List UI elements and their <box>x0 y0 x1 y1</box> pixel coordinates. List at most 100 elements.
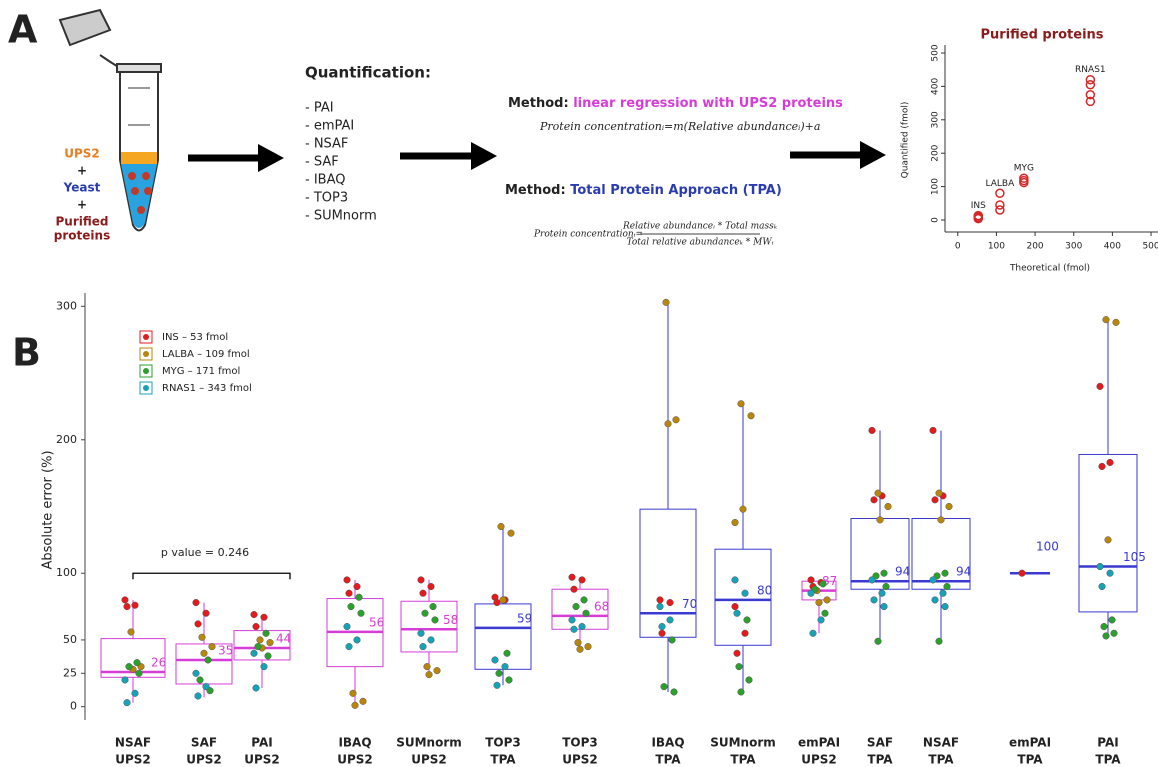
point <box>671 689 678 696</box>
point <box>506 677 513 684</box>
point <box>742 630 749 637</box>
point-label: RNAS1 <box>1075 65 1106 75</box>
point <box>422 610 429 617</box>
tube <box>60 10 161 231</box>
point <box>430 603 437 610</box>
point <box>134 659 141 666</box>
point <box>667 599 674 606</box>
point <box>667 617 674 624</box>
point <box>996 189 1004 197</box>
point <box>203 683 210 690</box>
point <box>932 597 939 604</box>
point <box>871 497 878 504</box>
point <box>734 650 741 657</box>
y-tick-label: 100 <box>56 566 77 579</box>
point <box>932 497 939 504</box>
formula: Protein concentrationᵢ=m(Relative abunda… <box>539 120 820 133</box>
method-label: Method: linear regression with UPS2 prot… <box>508 96 843 111</box>
method-prefix: Method: <box>508 96 569 111</box>
point <box>996 206 1004 214</box>
point <box>746 677 753 684</box>
point <box>494 682 501 689</box>
median-label: 105 <box>1123 550 1146 564</box>
x-tick-label: IBAQ <box>338 736 371 750</box>
point <box>508 530 515 537</box>
y-tick-label: 300 <box>56 299 77 312</box>
point <box>824 597 831 604</box>
point <box>820 581 827 588</box>
point <box>569 574 576 581</box>
point <box>132 602 139 609</box>
point <box>659 623 666 630</box>
point <box>808 577 815 584</box>
point <box>936 638 943 645</box>
legend-label: LALBA – 109 fmol <box>162 349 250 360</box>
y-tick-label: 400 <box>931 78 941 95</box>
point <box>195 693 202 700</box>
formula-numerator: Relative abundanceᵢ * Total massₖ <box>622 222 778 232</box>
point <box>732 577 739 584</box>
point <box>734 610 741 617</box>
method-item: - NSAF <box>305 137 348 152</box>
x-tick-label: PAI <box>251 736 272 750</box>
point <box>424 663 431 670</box>
method-prefix: Method: <box>505 183 566 198</box>
point <box>136 670 143 677</box>
point <box>942 570 949 577</box>
point <box>352 702 359 709</box>
tube-label: + <box>77 198 87 212</box>
point <box>1019 570 1026 577</box>
chart-title: Purified proteins <box>980 28 1103 43</box>
point <box>193 599 200 606</box>
y-tick-label: 0 <box>70 700 77 713</box>
point <box>875 638 882 645</box>
point <box>350 690 357 697</box>
method-item: - IBAQ <box>305 173 345 188</box>
y-tick-label: 200 <box>56 433 77 446</box>
point <box>816 599 823 606</box>
legend-marker <box>143 334 149 340</box>
arrow <box>188 141 886 172</box>
point <box>569 617 576 624</box>
point <box>1099 463 1106 470</box>
point <box>348 603 355 610</box>
x-tick-label: SUMnorm <box>396 736 462 750</box>
point <box>571 586 578 593</box>
tube-label: Yeast <box>63 181 101 195</box>
point <box>732 519 739 526</box>
point <box>732 603 739 610</box>
point <box>573 603 580 610</box>
point <box>428 583 435 590</box>
y-tick-label: 100 <box>931 178 941 195</box>
median-label: 44 <box>276 631 291 645</box>
x-tick-label: UPS2 <box>115 753 151 767</box>
point <box>354 637 361 644</box>
point <box>251 611 258 618</box>
legend-marker <box>143 385 149 391</box>
point <box>132 690 139 697</box>
point <box>255 643 262 650</box>
x-tick-label: TOP3 <box>562 736 598 750</box>
median-label: 59 <box>517 611 532 625</box>
point <box>940 590 947 597</box>
point <box>261 614 268 621</box>
point <box>869 577 876 584</box>
x-tick-label: emPAI <box>798 736 840 750</box>
point <box>581 597 588 604</box>
point <box>1097 563 1104 570</box>
point <box>124 699 131 706</box>
point <box>881 570 888 577</box>
point <box>197 677 204 684</box>
point <box>418 630 425 637</box>
median-label: 70 <box>682 597 697 611</box>
x-tick-label: SAF <box>867 736 893 750</box>
point <box>122 597 129 604</box>
point <box>267 639 274 646</box>
x-tick-label: emPAI <box>1009 736 1051 750</box>
point <box>261 663 268 670</box>
point <box>344 623 351 630</box>
point <box>742 590 749 597</box>
x-tick-label: IBAQ <box>651 736 684 750</box>
legend-marker <box>143 368 149 374</box>
y-tick-label: 500 <box>931 44 941 61</box>
